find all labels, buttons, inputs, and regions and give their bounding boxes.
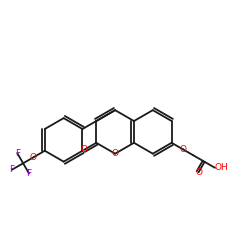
Text: F: F bbox=[15, 148, 20, 158]
Text: O: O bbox=[30, 153, 37, 162]
Text: OH: OH bbox=[215, 163, 229, 172]
Text: O: O bbox=[112, 149, 118, 158]
Text: O: O bbox=[195, 168, 202, 177]
Text: F: F bbox=[9, 165, 14, 174]
Text: O: O bbox=[80, 145, 87, 154]
Text: O: O bbox=[180, 145, 186, 154]
Text: F: F bbox=[26, 169, 32, 178]
